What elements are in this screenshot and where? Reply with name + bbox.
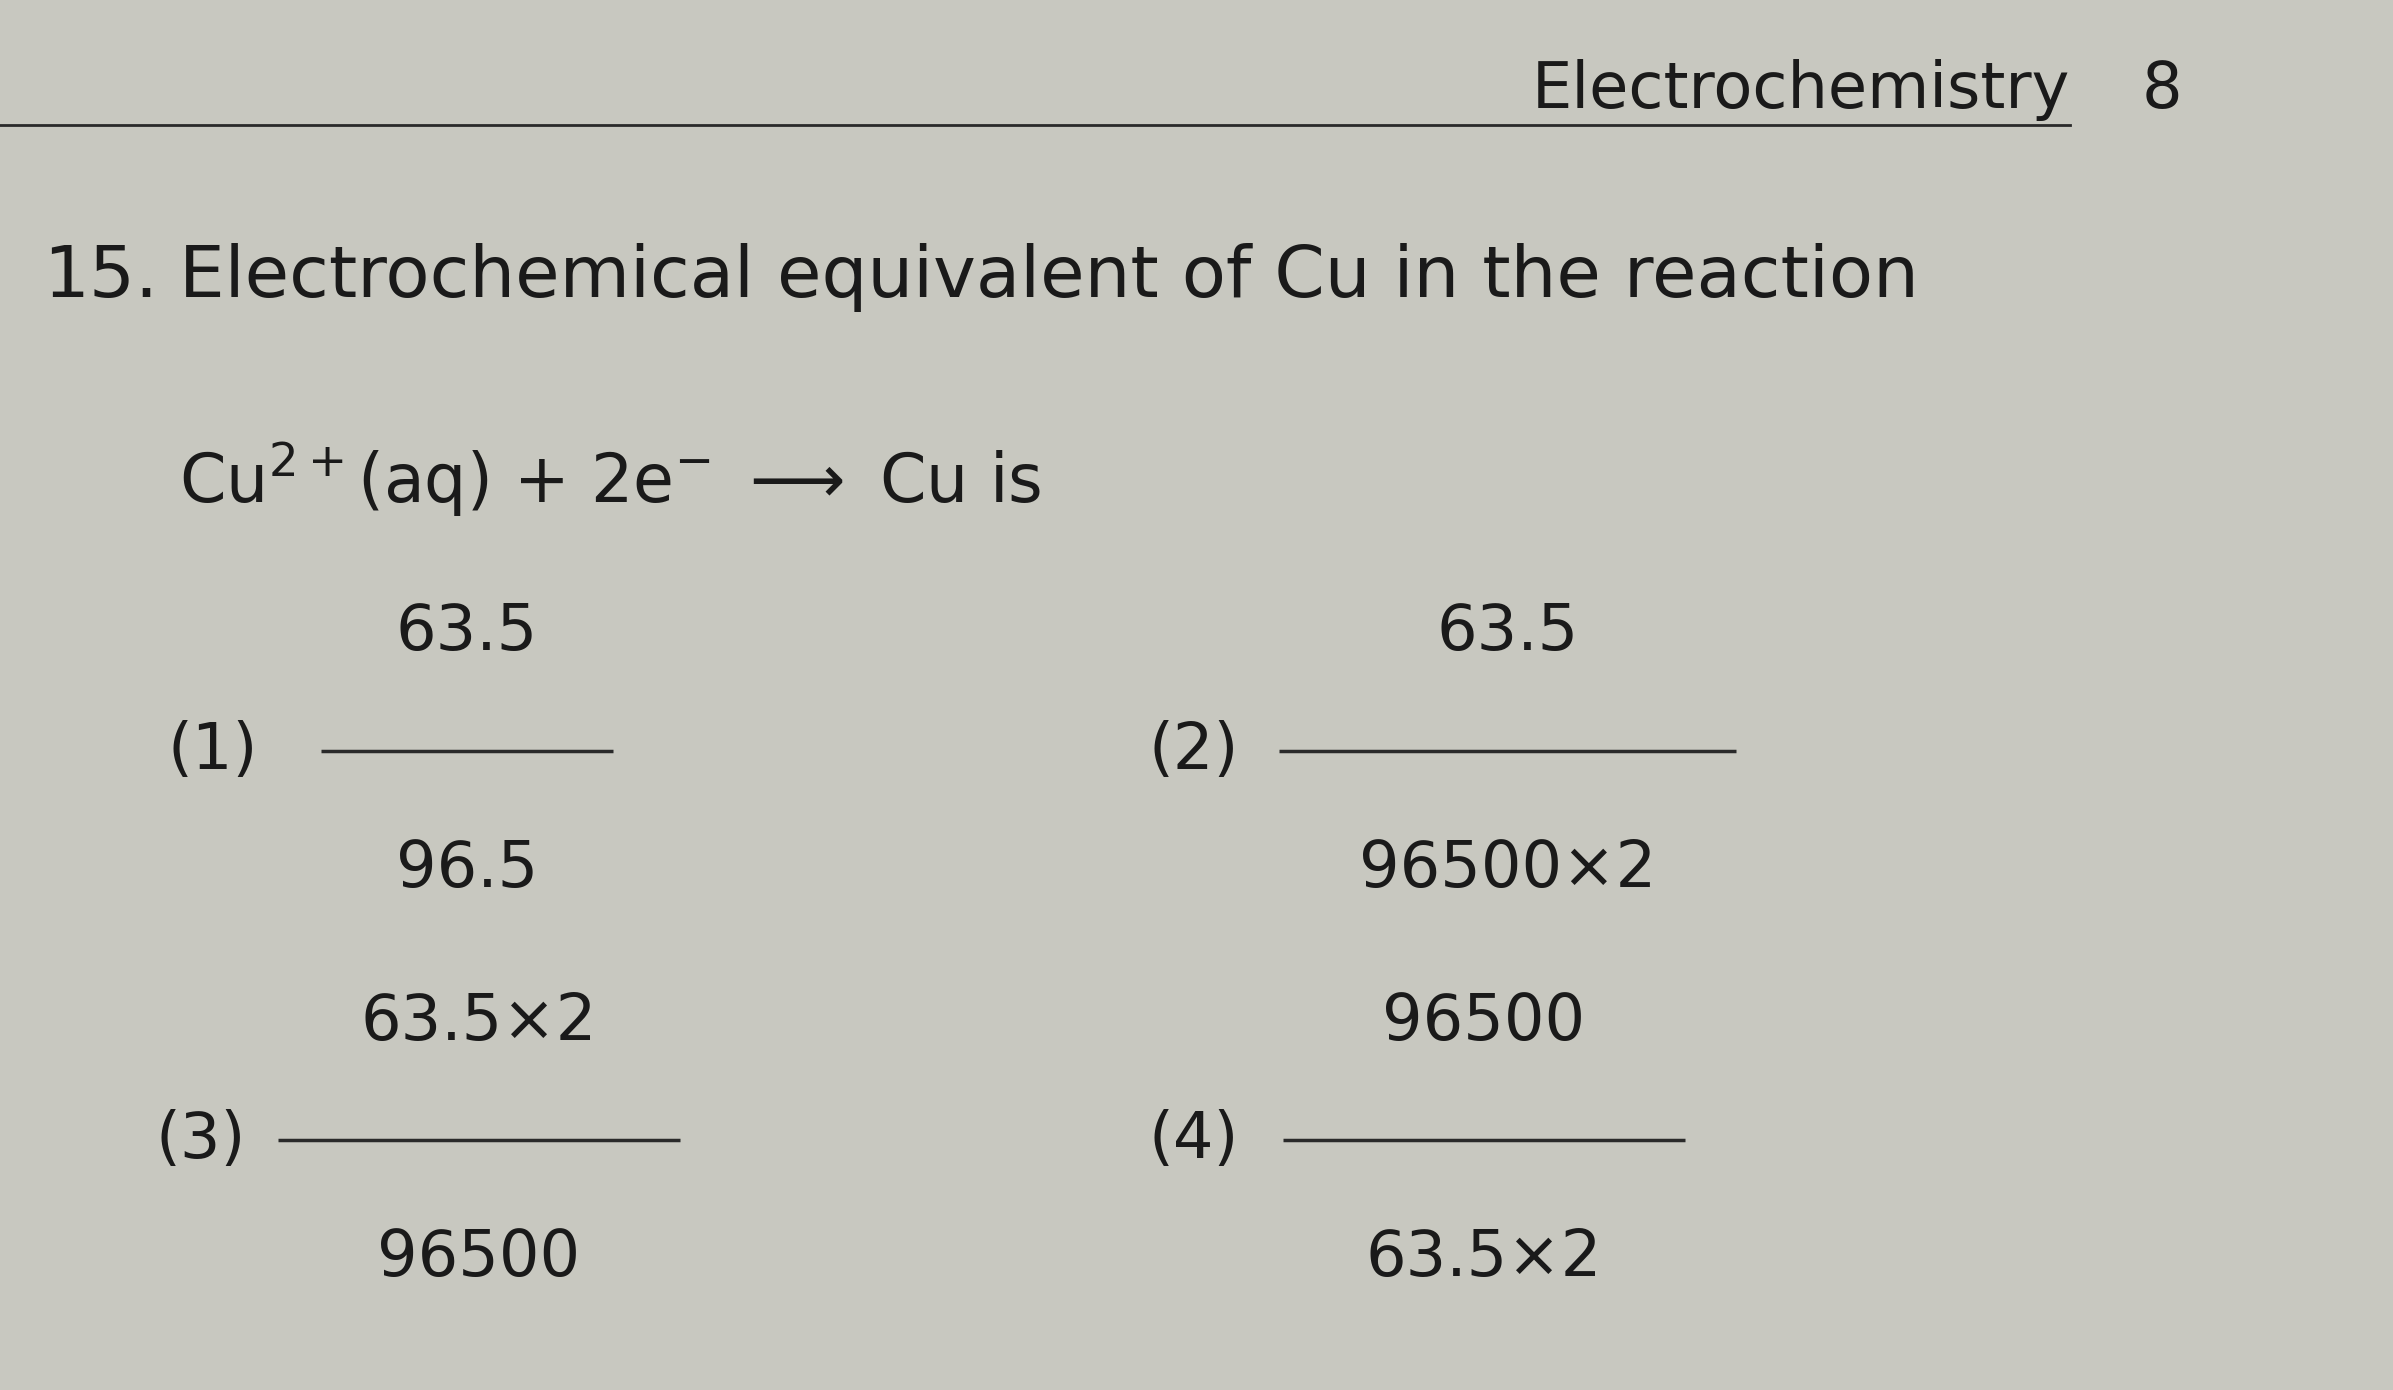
Text: Cu$^{2+}$(aq) + 2e$^{-}$ $\longrightarrow$ Cu is: Cu$^{2+}$(aq) + 2e$^{-}$ $\longrightarro… [179,439,1041,520]
Text: 15.: 15. [43,243,158,313]
Text: (1): (1) [168,720,258,781]
Text: 63.5×2: 63.5×2 [361,991,596,1052]
Text: 63.5×2: 63.5×2 [1366,1227,1601,1289]
Text: 96500: 96500 [1383,991,1584,1052]
Text: 63.5: 63.5 [1436,602,1579,663]
Text: 63.5: 63.5 [395,602,538,663]
Text: 8: 8 [2142,60,2182,121]
Text: (2): (2) [1149,720,1240,781]
Text: (3): (3) [156,1109,246,1170]
Text: (4): (4) [1149,1109,1240,1170]
Text: Electrochemistry: Electrochemistry [1532,60,2070,121]
Text: 96.5: 96.5 [395,838,538,899]
Text: 96500×2: 96500×2 [1359,838,1656,899]
Text: Electrochemical equivalent of Cu in the reaction: Electrochemical equivalent of Cu in the … [179,243,1919,313]
Text: 96500: 96500 [378,1227,579,1289]
